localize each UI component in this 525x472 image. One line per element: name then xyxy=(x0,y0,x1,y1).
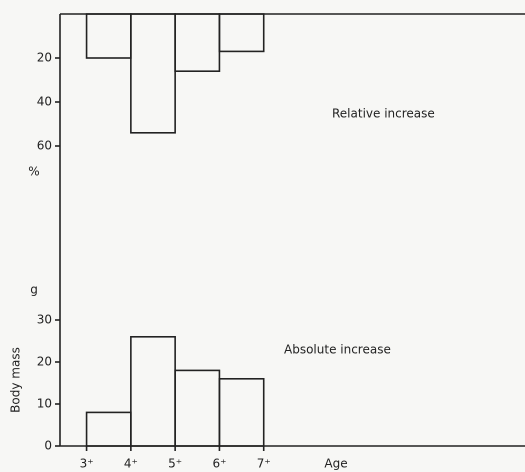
x-tick-label: 6⁺ xyxy=(212,457,226,471)
y-tick-label: 40 xyxy=(37,95,52,109)
annotation: Absolute increase xyxy=(284,343,391,357)
y-tick-label: 20 xyxy=(37,355,52,369)
y-tick-label: 20 xyxy=(37,51,52,65)
annotation: Relative increase xyxy=(332,107,435,121)
bar xyxy=(174,13,221,73)
x-tick-label: 5⁺ xyxy=(168,457,182,471)
y-unit: % xyxy=(28,165,39,179)
bar xyxy=(218,377,265,447)
x-tick-label: 7⁺ xyxy=(257,457,271,471)
bar xyxy=(85,13,132,59)
y-tick-label: 60 xyxy=(37,139,52,153)
y-unit: g xyxy=(30,283,38,297)
y-tick-label: 10 xyxy=(37,397,52,411)
x-tick-label: 4⁺ xyxy=(124,457,138,471)
bar xyxy=(130,335,176,447)
x-axis-label: Age xyxy=(324,457,347,471)
bar xyxy=(130,13,176,134)
y-tick-label: 0 xyxy=(44,439,52,453)
bar xyxy=(85,411,132,447)
bar xyxy=(174,369,221,447)
y-tick-label: 30 xyxy=(37,313,52,327)
bar xyxy=(218,13,265,53)
x-tick-label: 3⁺ xyxy=(80,457,94,471)
y-axis-label: Body mass xyxy=(9,347,23,413)
